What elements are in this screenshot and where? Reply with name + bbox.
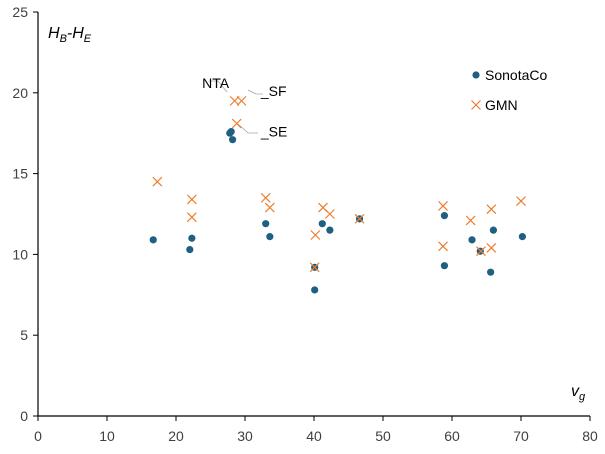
y-tick-label: 5 (20, 327, 28, 343)
data-point (186, 245, 194, 254)
data-point (438, 241, 448, 252)
data-point (486, 204, 497, 215)
data-point (516, 196, 526, 206)
x-axis-label-main: v (571, 383, 580, 400)
x-axis-label: vg (571, 383, 586, 403)
data-point (186, 194, 197, 205)
data-point (486, 243, 497, 253)
y-tick-label: 15 (12, 166, 28, 182)
y-tick-label: 20 (12, 85, 28, 101)
data-point (438, 200, 448, 211)
x-tick-label: 30 (237, 428, 253, 444)
legend-label-gmn: GMN (485, 97, 518, 113)
annotation-leaders (209, 80, 263, 134)
series-sonotaco (149, 127, 526, 294)
x-tick-label: 80 (582, 428, 598, 444)
y-ticks: 0 5 10 15 20 25 (12, 4, 38, 424)
data-point (487, 268, 495, 276)
data-point (326, 226, 334, 234)
legend-label-sonotaco: SonotaCo (485, 67, 547, 83)
leader-sf (247, 89, 263, 95)
data-point (152, 176, 163, 187)
data-point (260, 192, 271, 203)
y-tick-label: 25 (12, 4, 28, 20)
annotation-label: _SF (260, 83, 287, 99)
x-tick-label: 20 (168, 428, 184, 444)
data-point (311, 286, 319, 294)
y-tick-label: 10 (12, 246, 28, 262)
data-point (228, 136, 237, 144)
data-point (440, 212, 449, 220)
x-tick-label: 60 (444, 428, 460, 444)
legend-marker-gmn (471, 100, 481, 110)
data-point (188, 234, 196, 242)
data-point (489, 226, 497, 234)
leader-nta (209, 80, 228, 93)
data-point (354, 213, 365, 224)
x-tick-label: 40 (306, 428, 322, 444)
x-tick-label: 50 (375, 428, 391, 444)
y-axis-label: HB-HE (48, 25, 92, 45)
x-tick-label: 70 (513, 428, 529, 444)
data-point (186, 212, 197, 223)
data-point (318, 220, 326, 228)
y-axis-label-part-4: E (84, 33, 92, 45)
data-point (518, 233, 526, 241)
x-tick-label: 0 (34, 428, 42, 444)
data-point (324, 209, 335, 219)
y-axis-label-part-1: H (48, 25, 60, 42)
legend-marker-sonotaco (472, 71, 480, 79)
data-point (262, 220, 270, 228)
legend: SonotaCo GMN (471, 67, 547, 113)
data-point (266, 233, 274, 241)
x-tick-label: 10 (99, 428, 115, 444)
data-point (309, 262, 320, 273)
data-point (231, 118, 242, 129)
data-point (310, 230, 321, 240)
leader-se (237, 123, 258, 134)
data-point (468, 236, 476, 244)
data-point (465, 215, 476, 226)
data-point (236, 95, 247, 106)
data-point (227, 127, 235, 136)
data-point (149, 236, 157, 244)
data-point (264, 202, 275, 213)
data-point (476, 246, 486, 257)
annotations: NTA _SF _SE (202, 75, 287, 139)
annotation-label: NTA (202, 75, 230, 91)
data-point (440, 262, 449, 270)
x-ticks: 0 10 20 30 40 50 60 70 80 (34, 416, 598, 444)
y-axis-label-part-3: -H (67, 25, 84, 42)
data-points (149, 95, 526, 294)
series-gmn (152, 95, 526, 273)
y-axis-label-part-2: B (60, 33, 67, 45)
annotation-label: _SE (260, 123, 287, 139)
y-tick-label: 0 (20, 408, 28, 424)
x-axis-label-sub: g (579, 391, 586, 403)
data-point (229, 95, 240, 106)
